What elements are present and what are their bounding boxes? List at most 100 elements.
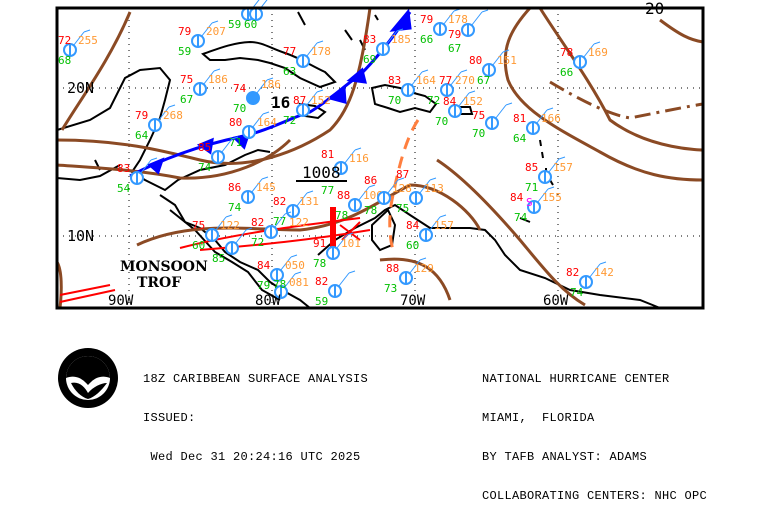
temperature: 86 [364, 174, 377, 187]
pressure: 122 [289, 216, 309, 229]
dewpoint: 60 [192, 239, 205, 252]
wind-barb-flag [261, 176, 269, 180]
dewpoint: 78 [273, 278, 286, 291]
temperature: 82 [273, 195, 286, 208]
wind-barb-flag [397, 177, 405, 181]
wind-barb-flag [266, 77, 274, 81]
temperature: 75 [180, 73, 193, 86]
dewpoint: 59 [178, 45, 191, 58]
station-plot: 75 60 122 [192, 214, 240, 252]
south-america-coast [317, 203, 661, 309]
dewpoint: 72 [283, 114, 296, 127]
isobar [538, 7, 704, 152]
isobar [60, 11, 132, 131]
station-plot: 85 71 157 [525, 156, 573, 194]
wind-barb-flag [505, 102, 513, 106]
dewpoint: 67 [448, 42, 461, 55]
hispaniola-coast [370, 83, 438, 114]
low-pressure-bar [330, 207, 336, 247]
dewpoint: 72 [427, 94, 440, 107]
wind-barb-flag [421, 69, 429, 73]
lat-label-10n: 10N [67, 227, 94, 245]
dewpoint: 69 [363, 53, 376, 66]
monsoon-trough-label: MONSOON [120, 259, 208, 275]
temperature: 82 [566, 266, 579, 279]
station-plot: 84 79 050 [257, 254, 305, 292]
station-plot: 84 74 155 S [510, 186, 562, 224]
wind-barb-flag [213, 68, 221, 72]
isobar [436, 158, 586, 307]
bahamas-coast [297, 11, 379, 51]
lon-label-60w: 60W [543, 293, 569, 309]
wind-barb-flag [481, 9, 489, 13]
temperature: 91 [313, 237, 326, 250]
wind-barb-flag [419, 257, 427, 261]
isobar [503, 6, 704, 182]
trough-dash-dot [549, 80, 704, 120]
yucatan-coast [56, 66, 271, 192]
noaa-logo [58, 348, 118, 408]
front-triangle [346, 67, 367, 84]
wind-barb-flag [460, 69, 468, 73]
wind-barb-flag [468, 90, 476, 94]
pressure: 178 [311, 45, 331, 58]
map-frame [55, 6, 705, 310]
dewpoint: 63 [283, 65, 296, 78]
temperature: 79 [420, 13, 433, 26]
pressure: 186 [261, 78, 281, 91]
map-labels: 10N 20N 90W 80W 70W 60W MONSOON TROF 100… [67, 0, 664, 309]
wind-barb-flag [290, 254, 298, 258]
station-plot: 82 74 142 [566, 261, 614, 299]
dewpoint: 71 [525, 181, 538, 194]
pressure: 131 [299, 195, 319, 208]
pressure: 122 [220, 219, 240, 232]
low-label-16: 16 [271, 93, 290, 112]
temperature: 78 [560, 46, 573, 59]
wind-barb-flag [168, 104, 176, 108]
pressure: 157 [434, 219, 454, 232]
pressure: 142 [594, 266, 614, 279]
temperature: 82 [315, 275, 328, 288]
temperature: 80 [229, 116, 242, 129]
wind-barb-flag [245, 227, 253, 231]
wind-barb-flag [593, 41, 601, 45]
wind-barb-flag [211, 20, 219, 24]
temperature: 83 [363, 33, 376, 46]
cuba-coast [201, 40, 337, 89]
dewpoint: 77 [321, 184, 334, 197]
pressure: 164 [257, 116, 277, 129]
front-triangle [326, 85, 347, 104]
temperature: 80 [469, 54, 482, 67]
issued-time: Wed Dec 31 20:24:16 UTC 2025 [143, 450, 361, 464]
station-plot: 85 [212, 227, 253, 265]
temperature: 77 [439, 74, 452, 87]
wind-barb-flag [502, 49, 510, 53]
analyst: BY TAFB ANALYST: ADAMS [482, 450, 648, 464]
wind-barb-flag [396, 28, 404, 32]
dewpoint: 72 [251, 236, 264, 249]
dewpoint: 74 [514, 211, 528, 224]
wind-barb-flag [225, 214, 233, 218]
lon-label-70w: 70W [400, 293, 426, 309]
dewpoint: 59 [315, 295, 328, 308]
station-plot: 80 67 151 [469, 49, 517, 87]
pressure: 178 [448, 13, 468, 26]
station-plot: 85 74 [198, 136, 239, 174]
station-plot: 74 70 186 [233, 77, 281, 115]
pressure: 155 [542, 191, 562, 204]
temperature: 79 [135, 109, 148, 122]
dewpoint: 74 [570, 286, 584, 299]
wind-barb-flag [231, 136, 239, 140]
dewpoint: 70 [233, 102, 246, 115]
temperature: 83 [117, 162, 130, 175]
station-plot: 87 72 152 [283, 89, 331, 127]
dewpoint: 70 [388, 94, 401, 107]
low-pressure-value: 1008 [302, 163, 341, 182]
wind-barb-flag [262, 111, 270, 115]
pressure: 113 [424, 182, 444, 195]
station-plot: 86 78 128 [364, 174, 412, 217]
isobar [56, 138, 292, 180]
